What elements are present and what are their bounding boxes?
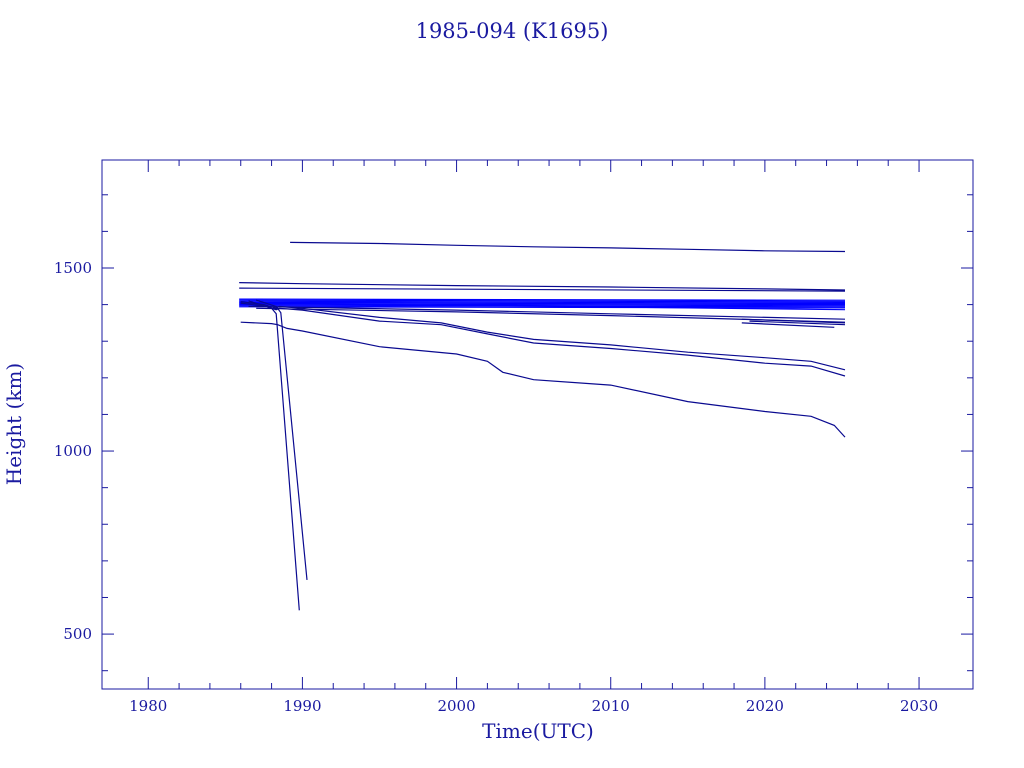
x-axis-label: Time(UTC) [482, 719, 594, 743]
series-line [749, 320, 846, 326]
series-line [239, 300, 846, 303]
y-tick-label: 1500 [54, 259, 92, 277]
series-line [239, 306, 846, 309]
x-tick-label: 2020 [746, 697, 784, 715]
series-line [248, 302, 846, 311]
series-line [741, 318, 846, 324]
series-line [239, 304, 846, 307]
series-line [239, 301, 846, 305]
series-line [239, 287, 846, 292]
x-tick-label: 1980 [129, 697, 167, 715]
x-tick-label: 2030 [900, 697, 938, 715]
series-line [256, 299, 308, 580]
series-line [290, 241, 846, 253]
series-line [239, 298, 846, 301]
x-tick-label: 1990 [283, 697, 321, 715]
axis-ticks: 1980 1990 2000 2010 2020 2030 500 1000 1500 [54, 160, 973, 715]
series-line [239, 299, 846, 302]
series-line [239, 282, 846, 291]
series-line [240, 321, 846, 438]
series-line [248, 305, 846, 320]
x-tick-label: 2000 [437, 697, 475, 715]
series-line [256, 307, 846, 323]
y-tick-label: 500 [63, 625, 92, 643]
y-axis-label: Height (km) [2, 363, 26, 485]
x-tick-label: 2010 [592, 697, 630, 715]
series-line [240, 302, 846, 377]
series-line [741, 322, 835, 328]
y-tick-label: 1000 [54, 442, 92, 460]
plot-lines [239, 241, 846, 611]
series-line [248, 300, 300, 611]
plot-frame [101, 159, 974, 690]
chart-title: 1985-094 (K1695) [416, 19, 609, 43]
